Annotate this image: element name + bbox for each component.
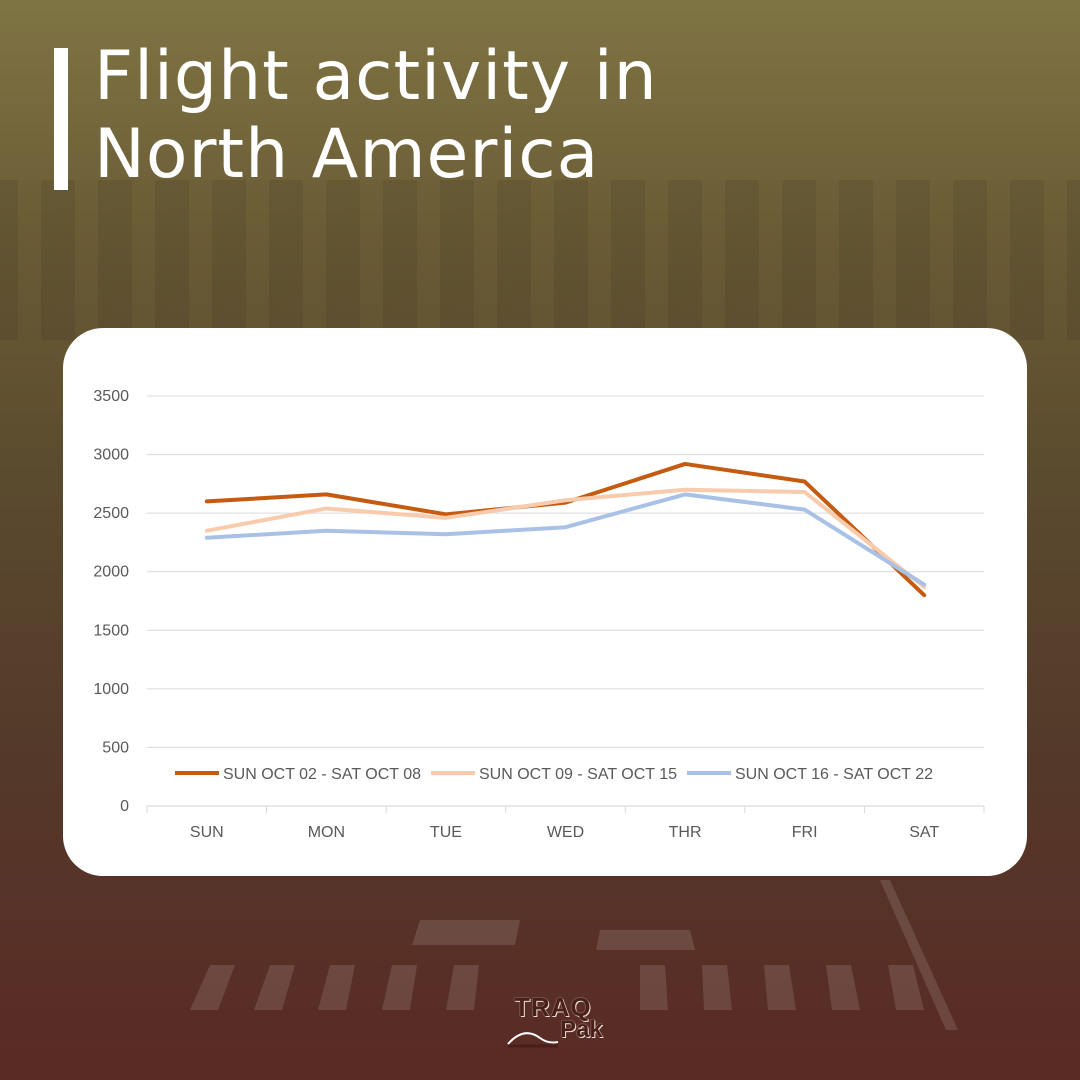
title-line-2: North America	[94, 115, 600, 194]
x-tick-label: MON	[308, 824, 345, 841]
x-tick-label: SAT	[909, 824, 939, 841]
series-line-3	[204, 492, 927, 587]
y-tick-label: 500	[102, 739, 129, 756]
x-tick-label: WED	[547, 824, 584, 841]
city-skyline	[0, 180, 1080, 340]
x-tick-label: SUN	[190, 824, 224, 841]
page-title: Flight activity in North America	[94, 38, 994, 194]
traqpak-logo: TRAQ Pak	[500, 992, 620, 1052]
chart-card: 0 500 1000 1500 2000 2500 3000 3500 SUN MON TUE WED…	[63, 328, 1027, 876]
x-tick-label: FRI	[792, 824, 818, 841]
legend-label-1: SUN OCT 02 - SAT OCT 08	[223, 766, 421, 783]
y-tick-label: 2500	[93, 505, 129, 522]
y-tick-label: 2000	[93, 564, 129, 581]
y-tick-label: 1000	[93, 681, 129, 698]
logo-text-traq: TRAQ	[514, 992, 592, 1022]
x-tick-label: THR	[669, 824, 702, 841]
legend-label-2: SUN OCT 09 - SAT OCT 15	[479, 766, 677, 783]
series-line-2	[204, 487, 927, 589]
y-tick-label: 0	[120, 798, 129, 815]
logo-swoosh-icon	[507, 1032, 559, 1048]
title-line-1: Flight activity in	[94, 37, 658, 116]
y-tick-label: 3500	[93, 388, 129, 405]
line-chart: 0 500 1000 1500 2000 2500 3000 3500 SUN MON TUE WED…	[93, 388, 985, 841]
x-tick-label: TUE	[430, 824, 462, 841]
logo-text-pak: Pak	[560, 1016, 603, 1043]
series-line-1	[204, 461, 927, 598]
y-tick-label: 1500	[93, 622, 129, 639]
y-tick-label: 3000	[93, 447, 129, 464]
title-accent-bar	[54, 48, 68, 190]
legend-label-3: SUN OCT 16 - SAT OCT 22	[735, 766, 933, 783]
